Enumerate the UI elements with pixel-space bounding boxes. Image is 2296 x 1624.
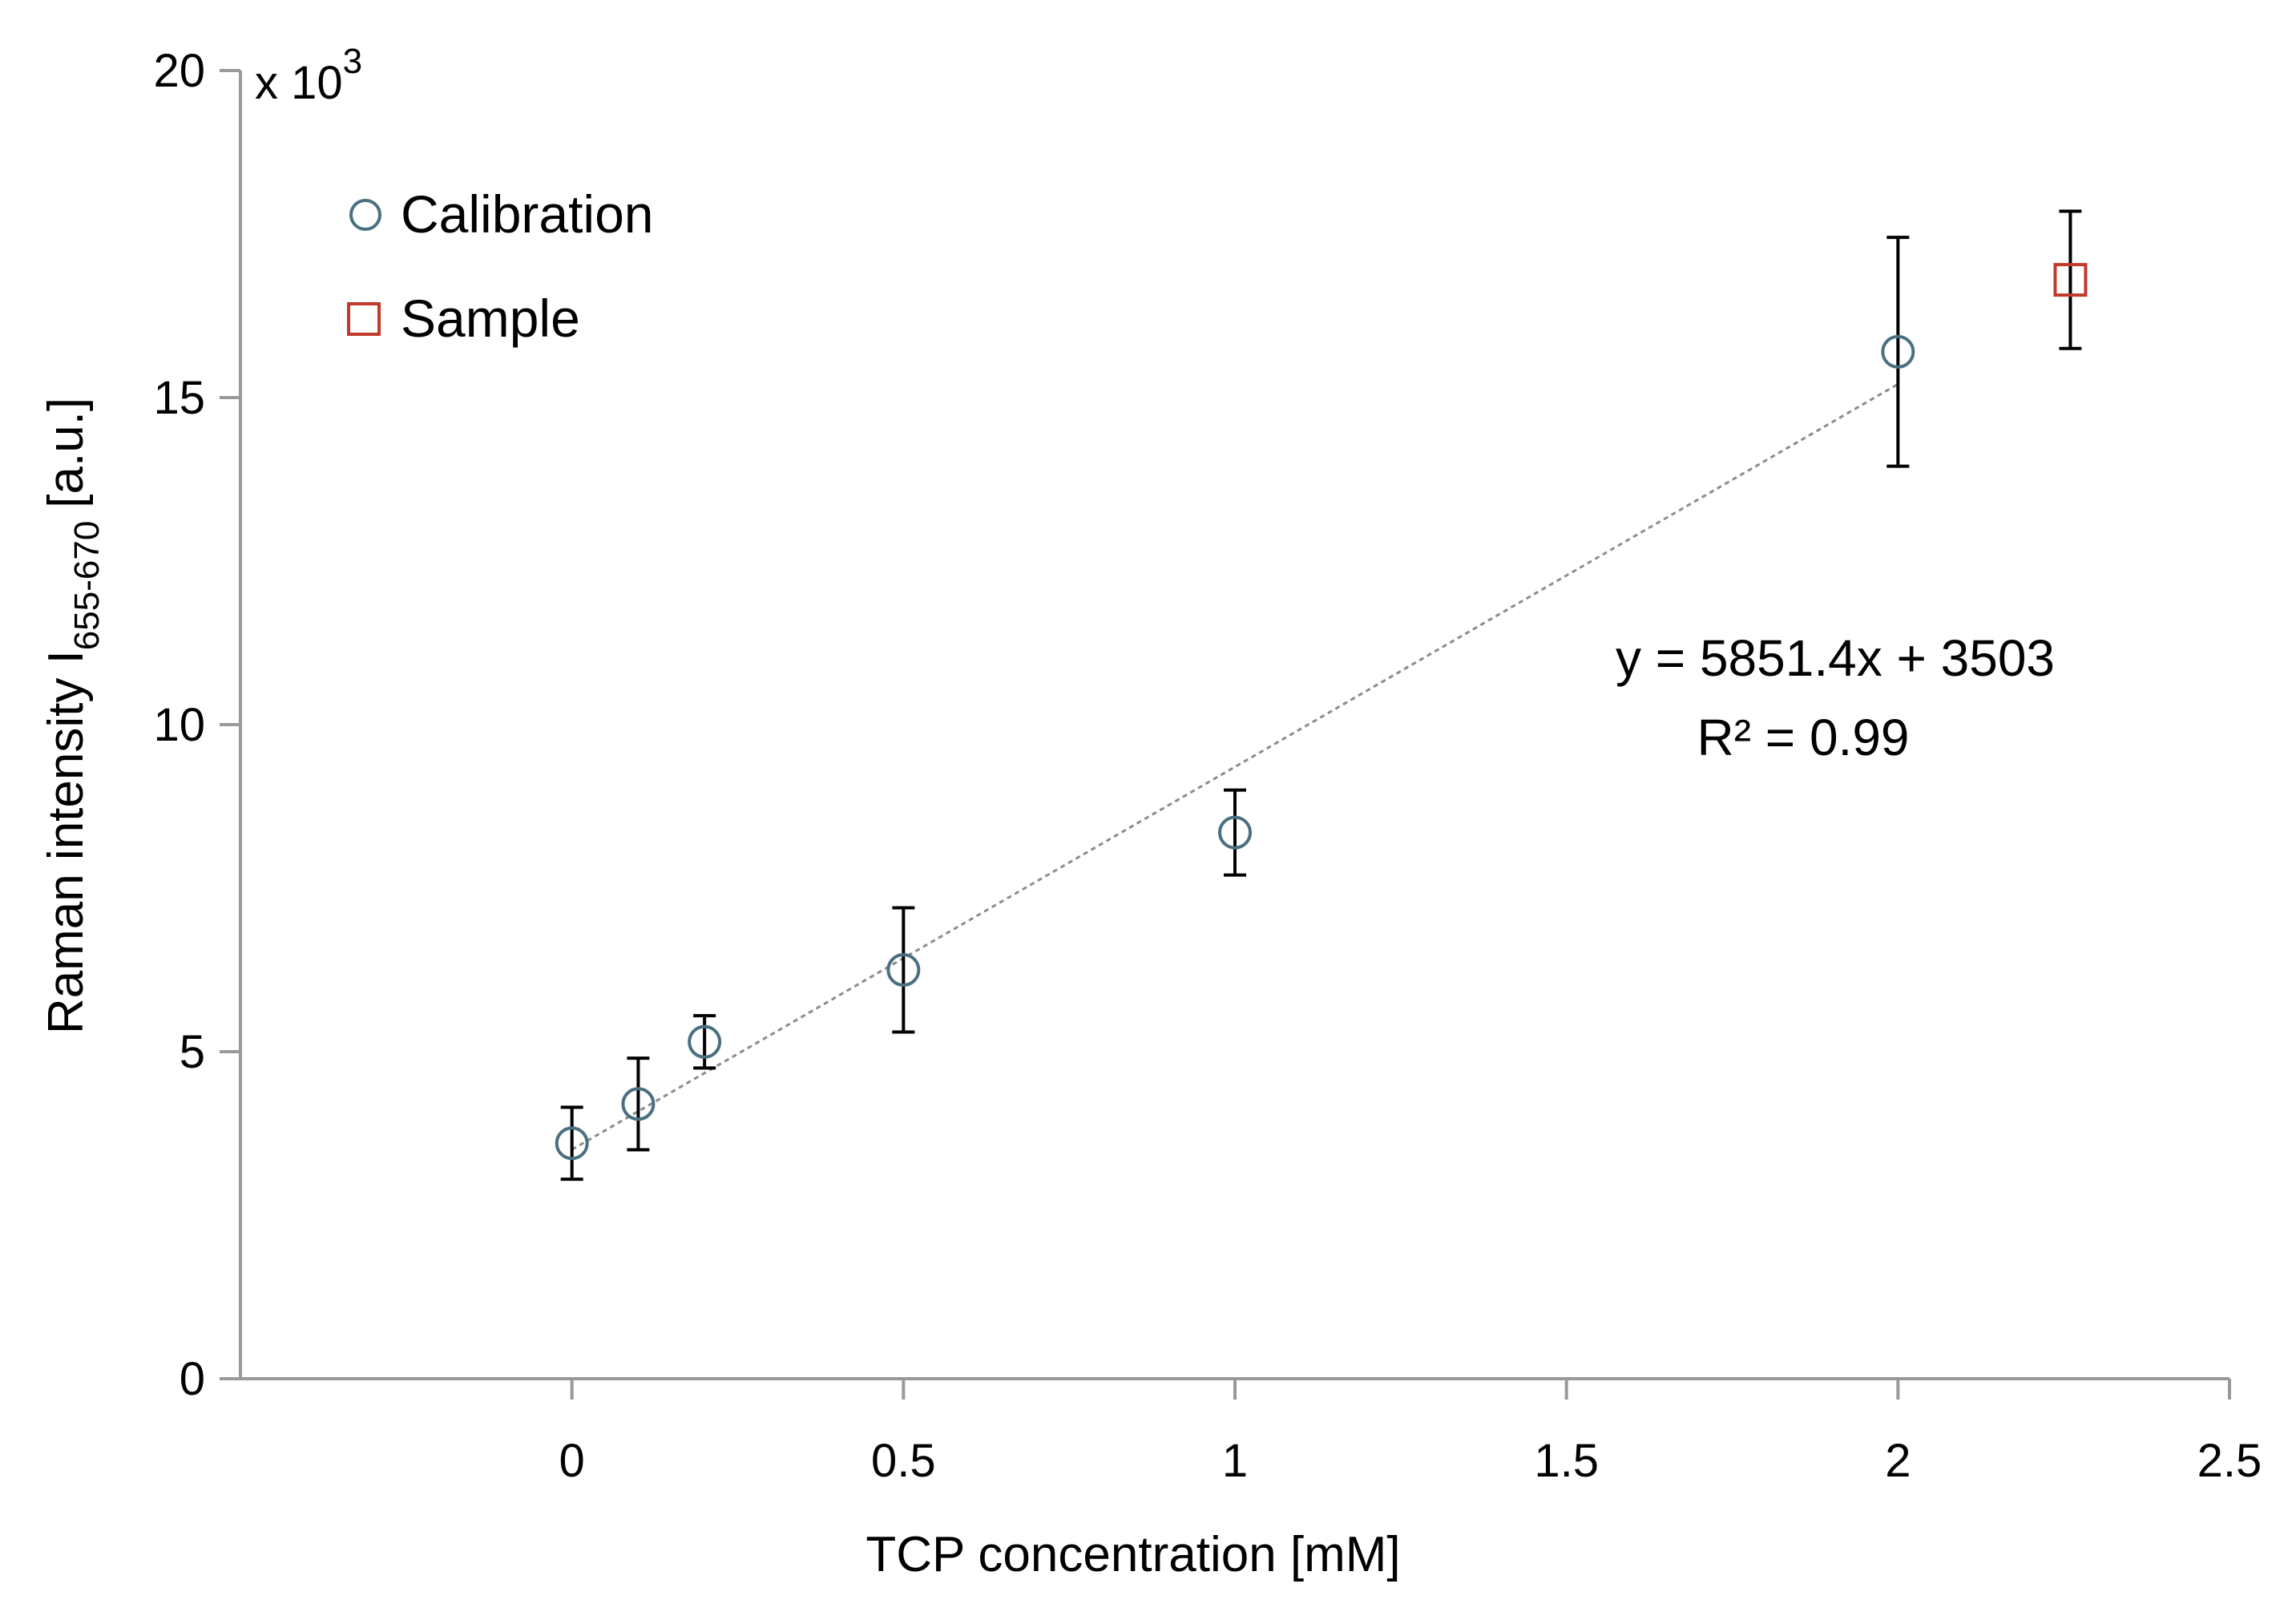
error-bar	[1886, 236, 1910, 468]
x-tick-label: 1	[1222, 1435, 1248, 1487]
error-bar	[1224, 788, 1246, 877]
calibration-point	[1881, 334, 1915, 369]
calibration-point	[688, 1024, 722, 1059]
legend-sample-marker	[347, 302, 381, 336]
error-bars	[560, 209, 2082, 1182]
calibration-point	[621, 1087, 656, 1121]
legend-calibration-marker	[349, 199, 381, 231]
x-tick-label: 2.5	[2197, 1435, 2262, 1487]
error-bar	[693, 1014, 716, 1070]
y-axis-multiplier: x 103	[255, 42, 362, 109]
error-bar	[627, 1056, 650, 1152]
calibration-point	[555, 1126, 589, 1161]
data-markers	[555, 263, 2088, 1161]
y-axis-title: Raman intensity I655-670[a.u.]	[38, 398, 107, 1034]
x-tick-label: 2	[1885, 1435, 1911, 1487]
x-axis-ticks: 0 0.5 1 1.5 2 2.5	[559, 1379, 2262, 1487]
y-tick-label: 10	[153, 699, 205, 751]
error-bar	[892, 906, 915, 1034]
legend-sample-label: Sample	[401, 289, 580, 348]
y-tick-label: 20	[153, 45, 205, 97]
sample-point	[2053, 263, 2088, 297]
trendline-equation: y = 5851.4x + 3503	[1616, 629, 2055, 687]
x-axis-title: TCP concentration [mM]	[866, 1527, 1400, 1582]
calibration-point	[886, 953, 921, 987]
axes: 0 5 10 15 20 0 0.5 1 1.5 2 2.5	[153, 45, 2262, 1487]
x-tick-label: 0	[559, 1435, 585, 1487]
trendline	[571, 382, 1899, 1151]
error-bar	[2059, 209, 2082, 350]
y-tick-label: 0	[180, 1353, 205, 1405]
error-bar	[560, 1105, 583, 1182]
calibration-point	[1218, 815, 1252, 850]
y-axis-ticks: 0 5 10 15 20	[153, 45, 240, 1405]
x-tick-label: 1.5	[1534, 1435, 1599, 1487]
legend: Calibration Sample	[347, 184, 654, 348]
y-tick-label: 5	[180, 1026, 205, 1078]
legend-calibration-label: Calibration	[401, 184, 654, 244]
x-tick-label: 0.5	[871, 1435, 936, 1487]
y-tick-label: 15	[153, 372, 205, 424]
trendline-r-squared: R² = 0.99	[1697, 709, 1909, 766]
